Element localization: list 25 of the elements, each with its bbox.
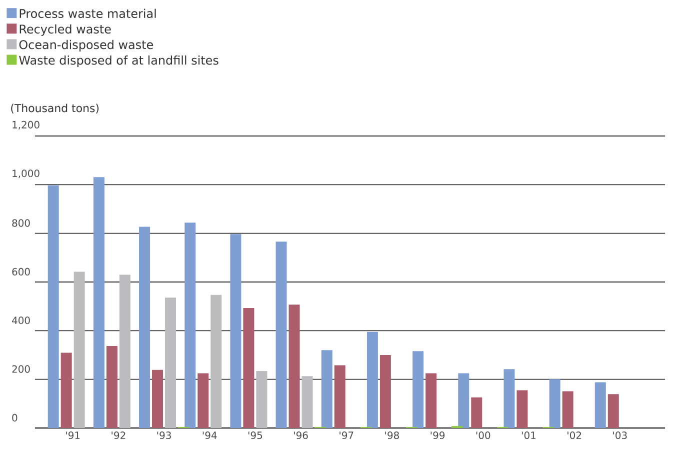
y-tick-label: 1,200 bbox=[12, 120, 40, 130]
x-tick-label: '02 bbox=[568, 432, 581, 440]
legend-label: Ocean-disposed waste bbox=[19, 40, 153, 52]
x-tick-label: '96 bbox=[294, 432, 308, 440]
x-tick-label: '97 bbox=[340, 432, 354, 440]
y-tick-label: 200 bbox=[12, 365, 30, 373]
legend-label: Process waste material bbox=[20, 8, 156, 18]
x-tick-label: '91 bbox=[66, 432, 80, 440]
y-tick-label: 800 bbox=[12, 219, 30, 227]
y-axis-title: (Thousand tons) bbox=[11, 104, 99, 114]
x-tick-label: '00 bbox=[476, 432, 490, 440]
x-tick-label: '94 bbox=[202, 432, 217, 440]
y-tick-label: 0 bbox=[12, 414, 18, 422]
x-tick-label: '95 bbox=[248, 432, 262, 440]
x-tick-label: '01 bbox=[522, 432, 536, 440]
x-tick-label: '92 bbox=[112, 432, 126, 440]
x-tick-label: '03 bbox=[613, 432, 627, 440]
x-tick-label: '99 bbox=[430, 432, 445, 440]
x-tick-label: '93 bbox=[157, 432, 171, 440]
legend-label: Recycled waste bbox=[20, 24, 111, 36]
y-tick-label: 400 bbox=[12, 316, 30, 324]
y-tick-label: 600 bbox=[12, 268, 30, 276]
legend-label: Waste disposed of at landfill sites bbox=[19, 55, 218, 68]
x-tick-label: '98 bbox=[385, 432, 399, 440]
y-tick-label: 1,000 bbox=[12, 170, 40, 178]
